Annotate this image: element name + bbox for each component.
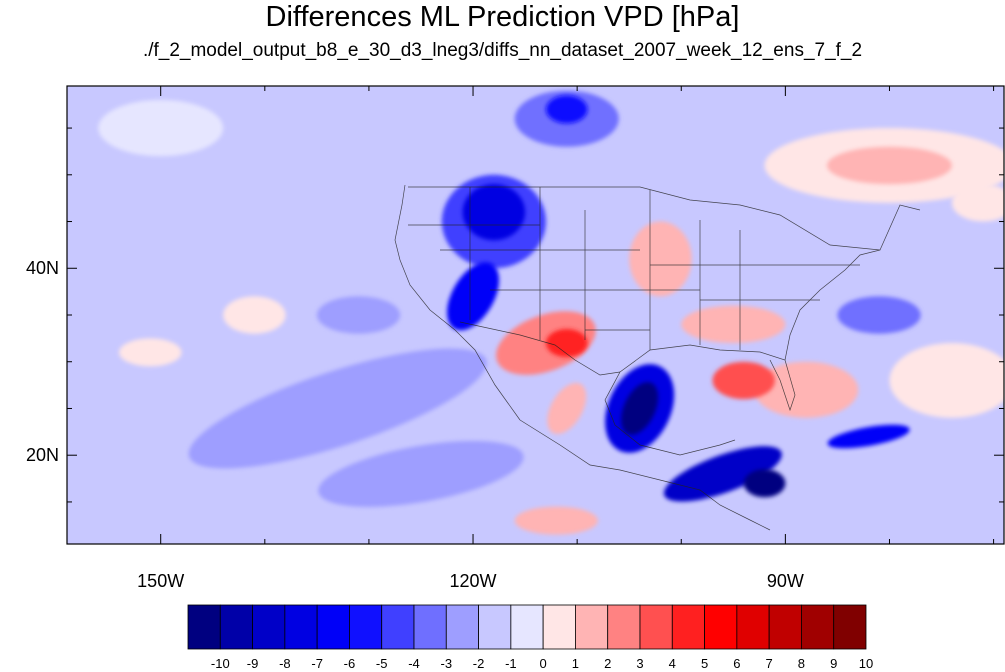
colorbar-swatch <box>607 604 641 650</box>
field-region-pacific-blue-northwest <box>316 296 401 334</box>
page-subtitle: ./f_2_model_output_b8_e_30_d3_lneg3/diff… <box>142 40 863 61</box>
field-region-pacific-blue-band-2 <box>318 440 524 507</box>
lon-tick-label: 150W <box>137 571 185 591</box>
colorbar-label: -1 <box>505 656 517 671</box>
colorbar-swatch <box>252 604 286 650</box>
colorbar-swatch <box>478 604 512 650</box>
us-canada-border <box>408 186 921 251</box>
colorbar-label: -8 <box>279 656 291 671</box>
field-region-north-pacific-warm <box>98 100 224 157</box>
colorbar-label: 0 <box>539 656 547 671</box>
lat-tick-label: 40N <box>26 258 60 279</box>
colorbar-swatch <box>445 604 479 650</box>
lon-tick-label: 120W <box>449 571 497 591</box>
colorbar-swatch <box>510 604 544 650</box>
field-region-caribbean-blue <box>827 424 910 449</box>
field-region-southeast-blue <box>837 296 921 334</box>
field-region-central-america-blue-core <box>743 469 786 498</box>
colorbar-label: 10 <box>858 656 874 671</box>
colorbar-label: -7 <box>311 656 323 671</box>
field-region-pacific-south-warm <box>514 506 598 535</box>
field-region-pacific-warm-patch <box>223 296 286 334</box>
east-coast-line <box>784 249 881 361</box>
colorbar-swatch <box>768 604 802 650</box>
colorbar-swatch <box>736 604 770 650</box>
colorbar-swatch <box>671 604 705 650</box>
axis-ticks <box>67 86 1004 544</box>
field-region-atlantic-warm <box>889 343 1004 418</box>
field-region-alaska-blue-core <box>545 95 588 124</box>
colorbar-label: -3 <box>440 656 453 671</box>
colorbar-label: 9 <box>830 656 838 671</box>
page-title: Differences ML Prediction VPD [hPa] <box>265 1 740 33</box>
colorbar-swatch <box>413 604 447 650</box>
field-region-central-america-blue <box>663 446 782 502</box>
field-region-pacific-warm-patch-2 <box>119 338 182 367</box>
vpd-field <box>67 86 1004 544</box>
colorbar-label: -5 <box>375 656 388 671</box>
colorbar-label: -10 <box>210 656 230 671</box>
colorbar-label: 4 <box>668 656 676 671</box>
field-region-arizona-warm-core <box>545 329 588 358</box>
colorbar-swatch <box>704 604 738 650</box>
colorbar-label: 6 <box>733 656 741 671</box>
lat-tick-label: 20N <box>26 445 60 466</box>
field-region-rockies-blue-core <box>462 184 526 241</box>
mexico-gulf-line <box>604 371 736 456</box>
west-coast-line <box>394 184 521 421</box>
field-region-gulf-warm <box>754 361 859 418</box>
colorbar-label: -4 <box>408 656 420 671</box>
gulf-coast-line <box>619 344 796 412</box>
field-region-plains-warm-2 <box>681 305 786 344</box>
colorbar-label: 3 <box>636 656 644 671</box>
colorbar-swatch <box>219 604 253 650</box>
field-region-pacific-blue-band <box>188 348 487 469</box>
field-region-canada-east-warm-core <box>827 146 952 185</box>
colorbar-label: 5 <box>700 656 709 671</box>
colorbar-label: -2 <box>472 656 485 671</box>
mexico-coast-line <box>519 419 771 531</box>
colorbar-label: 8 <box>797 656 806 671</box>
field-region-mexico-blue-core <box>621 382 659 435</box>
colorbar-label: 1 <box>571 656 580 671</box>
vpd-difference-map <box>66 85 1005 545</box>
colorbar-swatch <box>801 604 835 650</box>
colorbar-swatch <box>349 604 383 650</box>
colorbar-label: -9 <box>246 656 259 671</box>
colorbar-swatch <box>542 604 576 650</box>
state-boundaries <box>394 184 921 531</box>
colorbar-swatch <box>284 604 318 650</box>
colorbar-label: 2 <box>604 656 612 671</box>
colorbar-label: -6 <box>343 656 356 671</box>
lon-tick-label: 90W <box>766 571 804 591</box>
field-region-canada-far-east-warm <box>951 184 1004 222</box>
colorbar-swatch <box>187 604 221 650</box>
colorbar <box>187 604 867 650</box>
field-region-gulf-warm-core <box>712 361 775 400</box>
colorbar-swatch <box>833 604 867 650</box>
field-region-mexico-west-coast-warm <box>547 382 587 434</box>
colorbar-swatch <box>575 604 609 650</box>
field-region-plains-warm <box>629 221 692 297</box>
us-mexico-border <box>459 321 621 376</box>
field-region-california-blue <box>447 262 500 331</box>
colorbar-swatch <box>639 604 673 650</box>
colorbar-swatch <box>381 604 415 650</box>
colorbar-label: 7 <box>765 656 773 671</box>
colorbar-swatch <box>316 604 350 650</box>
